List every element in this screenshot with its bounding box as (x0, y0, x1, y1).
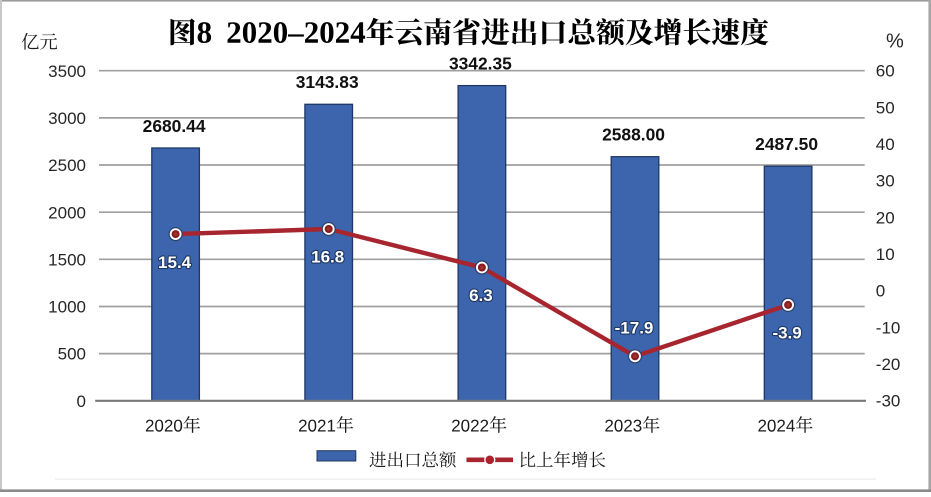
svg-text:3000: 3000 (48, 109, 86, 128)
svg-text:16.8: 16.8 (311, 248, 344, 267)
svg-text:-10: -10 (876, 318, 901, 337)
svg-text:-20: -20 (876, 355, 901, 374)
svg-text:10: 10 (876, 245, 895, 264)
svg-text:2487.50: 2487.50 (755, 134, 818, 154)
svg-text:15.4: 15.4 (158, 253, 192, 272)
svg-text:6.3: 6.3 (469, 286, 493, 305)
svg-text:40: 40 (876, 135, 895, 154)
svg-text:50: 50 (876, 98, 895, 117)
svg-text:20: 20 (876, 208, 895, 227)
svg-text:%: % (886, 31, 904, 53)
svg-text:30: 30 (876, 172, 895, 191)
svg-text:2588.00: 2588.00 (602, 125, 665, 145)
svg-text:0: 0 (77, 392, 86, 411)
svg-text:3342.35: 3342.35 (449, 53, 512, 73)
svg-text:60: 60 (876, 62, 895, 81)
svg-text:3143.83: 3143.83 (296, 72, 359, 92)
svg-text:3500: 3500 (48, 62, 86, 81)
svg-text:2500: 2500 (48, 156, 86, 175)
svg-text:-30: -30 (876, 392, 901, 411)
svg-text:2680.44: 2680.44 (143, 116, 206, 136)
svg-text:2000: 2000 (48, 203, 86, 222)
svg-text:-17.9: -17.9 (615, 319, 654, 338)
svg-text:1000: 1000 (48, 298, 86, 317)
svg-text:500: 500 (58, 345, 86, 364)
svg-text:1500: 1500 (48, 250, 86, 269)
svg-text:0: 0 (876, 282, 885, 301)
svg-text:-3.9: -3.9 (772, 324, 801, 343)
